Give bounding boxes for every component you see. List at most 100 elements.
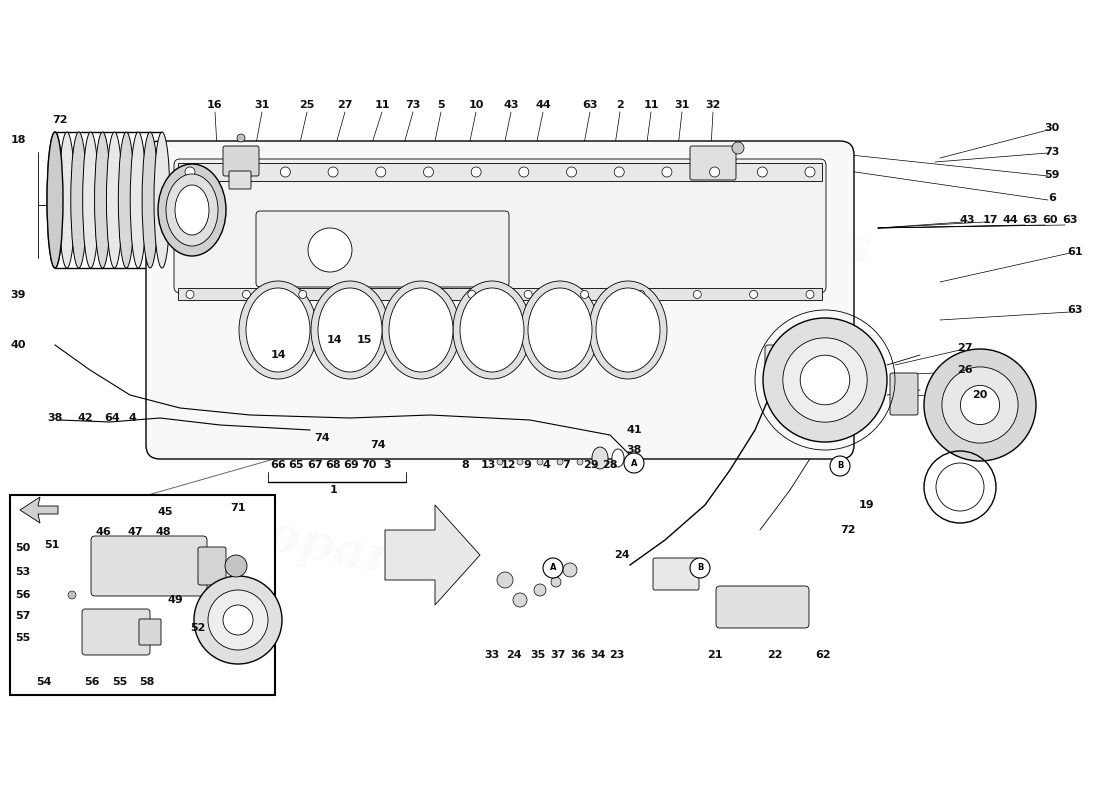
Text: 27: 27 bbox=[338, 100, 353, 110]
Text: 70: 70 bbox=[361, 460, 376, 470]
Text: 39: 39 bbox=[10, 290, 25, 300]
Circle shape bbox=[208, 590, 268, 650]
FancyBboxPatch shape bbox=[174, 159, 826, 293]
Ellipse shape bbox=[47, 132, 63, 268]
Text: 63: 63 bbox=[1063, 215, 1078, 225]
Text: 61: 61 bbox=[1067, 247, 1082, 257]
Text: 19: 19 bbox=[859, 500, 874, 510]
Circle shape bbox=[223, 605, 253, 635]
Circle shape bbox=[517, 459, 522, 465]
Text: 25: 25 bbox=[299, 100, 315, 110]
Ellipse shape bbox=[460, 288, 524, 372]
Text: 34: 34 bbox=[591, 650, 606, 660]
Circle shape bbox=[534, 584, 546, 596]
Ellipse shape bbox=[596, 288, 660, 372]
Text: europarts: europarts bbox=[169, 172, 447, 276]
Text: 73: 73 bbox=[1044, 147, 1059, 157]
FancyBboxPatch shape bbox=[890, 373, 918, 415]
Text: 11: 11 bbox=[374, 100, 389, 110]
Text: 33: 33 bbox=[484, 650, 499, 660]
Text: 68: 68 bbox=[326, 460, 341, 470]
Circle shape bbox=[513, 593, 527, 607]
Circle shape bbox=[308, 228, 352, 272]
Text: 45: 45 bbox=[157, 507, 173, 517]
Circle shape bbox=[566, 167, 576, 177]
Text: 56: 56 bbox=[15, 590, 31, 600]
Circle shape bbox=[411, 290, 419, 298]
Circle shape bbox=[497, 572, 513, 588]
Text: B: B bbox=[696, 565, 704, 575]
Text: 23: 23 bbox=[609, 650, 625, 660]
FancyBboxPatch shape bbox=[690, 146, 736, 180]
Text: 18: 18 bbox=[10, 135, 25, 145]
Circle shape bbox=[468, 290, 476, 298]
Circle shape bbox=[497, 459, 503, 465]
Circle shape bbox=[537, 459, 543, 465]
Text: B: B bbox=[837, 462, 844, 470]
Circle shape bbox=[614, 167, 624, 177]
Text: 38: 38 bbox=[626, 445, 641, 455]
FancyBboxPatch shape bbox=[764, 345, 823, 397]
Text: 46: 46 bbox=[95, 527, 111, 537]
Text: A: A bbox=[551, 565, 559, 575]
Circle shape bbox=[960, 386, 1000, 425]
Circle shape bbox=[424, 167, 433, 177]
Text: 51: 51 bbox=[44, 540, 59, 550]
Text: 30: 30 bbox=[1044, 123, 1059, 133]
Text: 27: 27 bbox=[957, 343, 972, 353]
Circle shape bbox=[749, 290, 758, 298]
Circle shape bbox=[763, 318, 887, 442]
Text: 31: 31 bbox=[254, 100, 270, 110]
Text: 69: 69 bbox=[343, 460, 359, 470]
Text: 42: 42 bbox=[77, 413, 92, 423]
Text: 36: 36 bbox=[570, 650, 585, 660]
Circle shape bbox=[563, 563, 578, 577]
Text: 66: 66 bbox=[271, 460, 286, 470]
Text: 7: 7 bbox=[562, 460, 570, 470]
Ellipse shape bbox=[166, 174, 218, 246]
Text: europarts: europarts bbox=[598, 172, 876, 276]
Text: 73: 73 bbox=[405, 100, 420, 110]
Text: 38: 38 bbox=[47, 413, 63, 423]
Text: 12: 12 bbox=[500, 460, 516, 470]
Circle shape bbox=[693, 290, 702, 298]
Circle shape bbox=[194, 576, 282, 664]
Text: 55: 55 bbox=[112, 677, 128, 687]
Circle shape bbox=[578, 459, 583, 465]
Text: 31: 31 bbox=[674, 100, 690, 110]
Text: 24: 24 bbox=[506, 650, 521, 660]
Ellipse shape bbox=[107, 132, 122, 268]
Text: 44: 44 bbox=[1002, 215, 1018, 225]
Text: A: A bbox=[550, 563, 557, 573]
Text: 63: 63 bbox=[1067, 305, 1082, 315]
FancyBboxPatch shape bbox=[139, 619, 161, 645]
Ellipse shape bbox=[592, 447, 608, 469]
FancyBboxPatch shape bbox=[716, 586, 808, 628]
Circle shape bbox=[185, 167, 195, 177]
Ellipse shape bbox=[158, 164, 225, 256]
Text: 4: 4 bbox=[128, 413, 136, 423]
Ellipse shape bbox=[239, 281, 317, 379]
Ellipse shape bbox=[59, 132, 75, 268]
Text: 57: 57 bbox=[15, 611, 31, 621]
Text: 22: 22 bbox=[768, 650, 783, 660]
Circle shape bbox=[551, 577, 561, 587]
Bar bbox=[178, 163, 822, 181]
Bar bbox=[178, 288, 822, 300]
Text: 44: 44 bbox=[535, 100, 551, 110]
Ellipse shape bbox=[246, 288, 310, 372]
Text: 32: 32 bbox=[705, 100, 720, 110]
Text: 24: 24 bbox=[614, 550, 630, 560]
Circle shape bbox=[557, 459, 563, 465]
Text: 59: 59 bbox=[1044, 170, 1059, 180]
Circle shape bbox=[543, 558, 563, 578]
Text: 55: 55 bbox=[15, 633, 31, 643]
Text: 37: 37 bbox=[550, 650, 565, 660]
Text: 35: 35 bbox=[530, 650, 546, 660]
Text: 9: 9 bbox=[524, 460, 531, 470]
Circle shape bbox=[637, 290, 645, 298]
Ellipse shape bbox=[453, 281, 531, 379]
FancyBboxPatch shape bbox=[82, 609, 150, 655]
Circle shape bbox=[710, 167, 719, 177]
Text: 4: 4 bbox=[542, 460, 550, 470]
